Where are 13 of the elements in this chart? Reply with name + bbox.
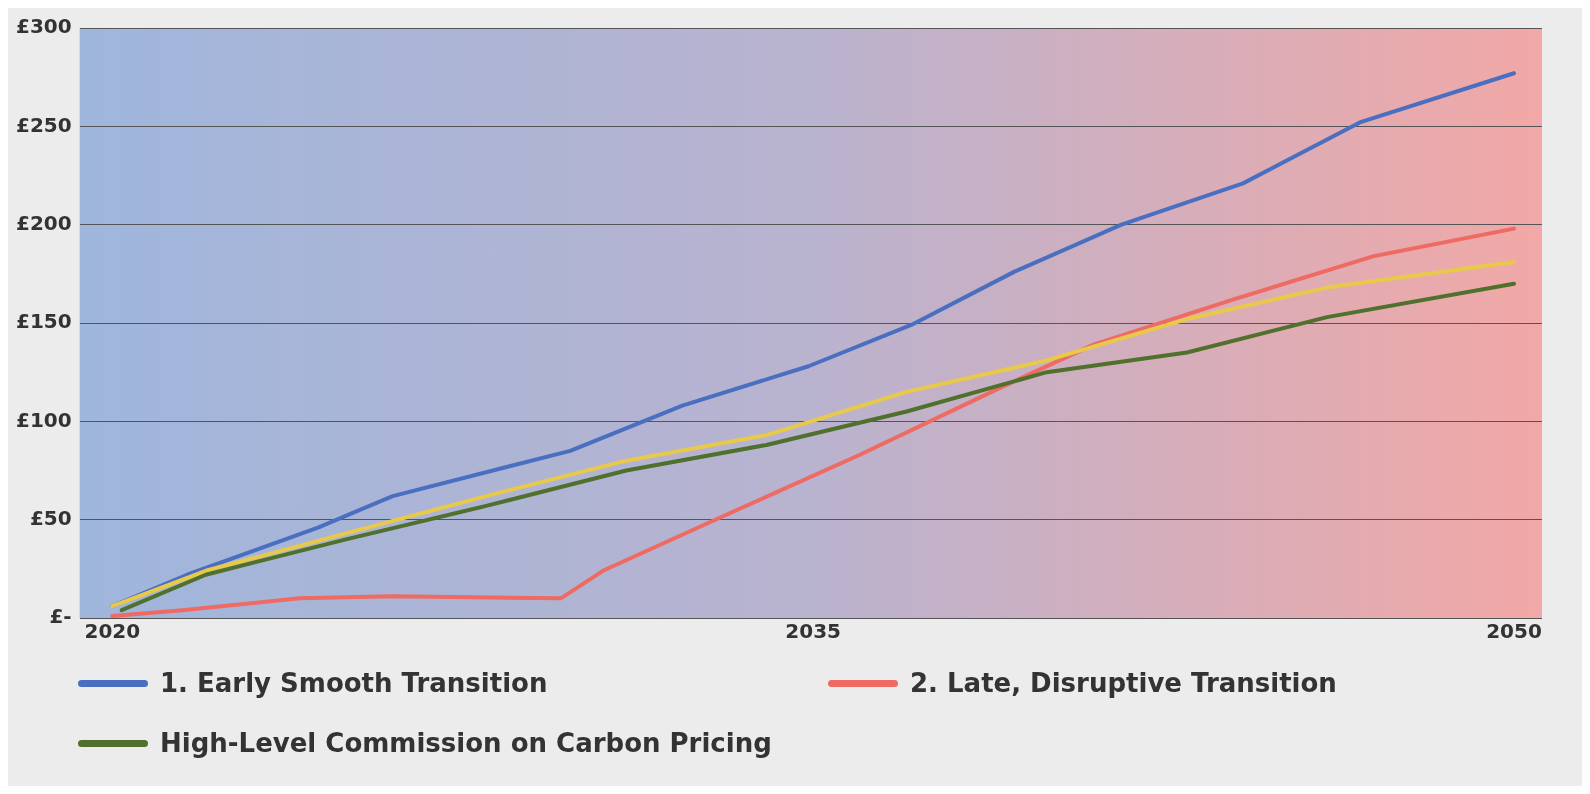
y-tick-label: £50 (29, 505, 72, 530)
y-tick-label: £200 (15, 210, 72, 235)
y-tick-label: £300 (15, 14, 72, 39)
x-tick-label: 2020 (84, 619, 141, 644)
legend-label: 1. Early Smooth Transition (160, 668, 548, 698)
y-tick-label: £250 (15, 112, 72, 137)
x-tick-label: 2050 (1486, 619, 1542, 644)
y-tick-label: £100 (15, 407, 72, 432)
legend-label: High-Level Commission on Carbon Pricing (160, 728, 772, 758)
y-tick-label: £150 (15, 309, 72, 334)
legend-label: 2. Late, Disruptive Transition (910, 668, 1337, 698)
y-tick-label: £- (49, 604, 72, 629)
x-tick-label: 2035 (785, 619, 841, 644)
